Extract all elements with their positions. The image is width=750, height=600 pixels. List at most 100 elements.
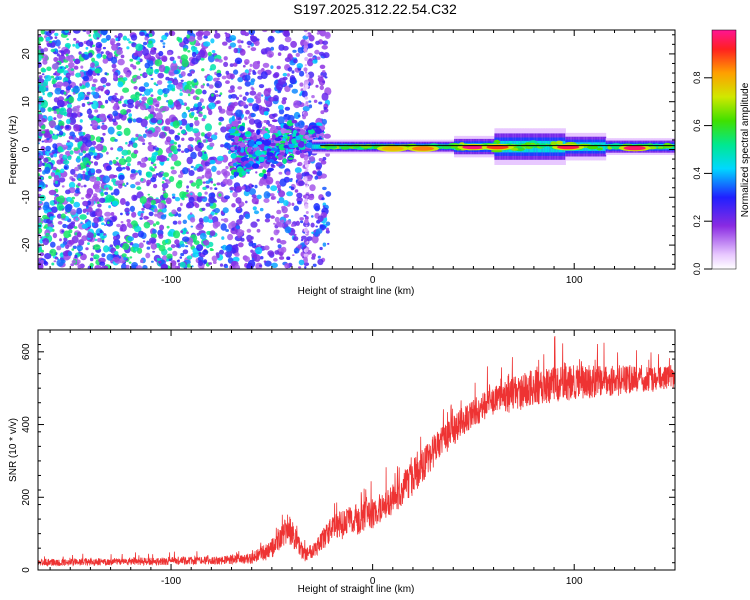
speckle-mark [63, 160, 70, 165]
speckle-mark [322, 242, 327, 247]
speckle-mark [163, 172, 169, 178]
speckle-mark [225, 165, 229, 170]
speckle-mark [169, 30, 176, 36]
speckle-mark [218, 108, 226, 114]
speckle-mark [144, 62, 151, 69]
speckle-mark [61, 53, 65, 57]
speckle-mark [136, 186, 142, 191]
speckle-mark [91, 222, 95, 227]
speckle-mark [40, 259, 44, 264]
speckle-mark [177, 265, 181, 269]
cluster-mark [288, 142, 296, 149]
speckle-mark [155, 83, 159, 87]
speckle-mark [223, 61, 229, 67]
speckle-mark [305, 101, 309, 105]
speckle-mark [173, 69, 180, 75]
speckle-mark [178, 103, 182, 107]
speckle-mark [99, 113, 106, 121]
speckle-mark [88, 34, 92, 37]
speckle-mark [203, 165, 207, 170]
speckle-mark [111, 178, 117, 183]
speckle-mark [63, 91, 67, 95]
speckle-mark [252, 60, 260, 70]
speckle-mark [289, 77, 297, 85]
speckle-mark [263, 120, 268, 123]
speckle-mark [100, 104, 105, 109]
speckle-mark [103, 224, 107, 226]
speckle-mark [115, 157, 119, 160]
speckle-mark [80, 42, 83, 46]
speckle-mark [317, 255, 321, 259]
speckle-mark [306, 240, 309, 244]
speckle-mark [51, 42, 56, 47]
speckle-mark [299, 70, 305, 77]
speckle-mark [313, 99, 318, 104]
speckle-mark [56, 68, 65, 74]
speckle-mark [81, 235, 88, 242]
speckle-mark [263, 191, 271, 199]
speckle-mark [120, 212, 123, 216]
speckle-mark [73, 173, 78, 178]
speckle-mark [38, 96, 42, 99]
speckle-mark [218, 122, 222, 126]
speckle-mark [190, 217, 196, 223]
cluster-mark [314, 127, 322, 134]
speckle-mark [236, 229, 244, 237]
speckle-mark [132, 232, 139, 238]
speckle-mark [322, 40, 329, 46]
speckle-mark [270, 46, 275, 51]
speckle-mark [73, 201, 81, 208]
speckle-mark [303, 156, 309, 161]
speckle-mark [79, 112, 83, 117]
speckle-mark [219, 263, 224, 267]
speckle-mark [311, 235, 319, 244]
cluster-mark [245, 163, 252, 168]
speckle-mark [130, 173, 135, 178]
speckle-mark [270, 237, 274, 241]
speckle-mark [46, 30, 52, 37]
speckle-mark [229, 190, 233, 193]
speckle-mark [305, 203, 309, 207]
speckle-mark [106, 151, 109, 155]
snr-frame [37, 329, 676, 571]
speckle-mark [192, 252, 200, 258]
speckle-mark [278, 196, 285, 204]
speckle-mark [228, 45, 232, 50]
speckle-mark [65, 125, 70, 129]
speckle-mark [280, 246, 287, 253]
speckle-mark [229, 175, 235, 180]
cluster-mark [283, 144, 289, 149]
speckle-mark [158, 244, 166, 252]
speckle-mark [185, 89, 190, 94]
speckle-mark [56, 159, 63, 165]
speckle-mark [135, 133, 139, 138]
speckle-mark [244, 185, 251, 193]
speckle-mark [315, 228, 323, 234]
speckle-mark [100, 124, 108, 130]
cluster-mark [237, 142, 246, 147]
speckle-mark [100, 192, 104, 197]
speckle-mark [323, 106, 327, 110]
speckle-mark [111, 56, 118, 65]
speckle-mark [148, 40, 153, 44]
speckle-mark [77, 92, 85, 100]
speckle-mark [218, 94, 222, 97]
speckle-mark [38, 227, 43, 234]
speckle-mark [79, 214, 87, 220]
speckle-mark [253, 210, 260, 215]
speckle-mark [178, 174, 183, 179]
cluster-mark [283, 130, 292, 134]
speckle-mark [42, 238, 49, 246]
speckle-mark [121, 263, 127, 269]
speckle-mark [155, 112, 163, 121]
speckle-mark [205, 202, 211, 207]
cluster-mark [295, 135, 301, 141]
spectrogram-transition-cluster [227, 111, 326, 179]
speckle-mark [114, 251, 119, 255]
speckle-mark [322, 70, 326, 73]
speckle-mark [247, 171, 250, 174]
speckle-mark [214, 80, 222, 89]
speckle-mark [132, 246, 139, 252]
speckle-mark [245, 109, 250, 115]
speckle-mark [263, 88, 271, 97]
